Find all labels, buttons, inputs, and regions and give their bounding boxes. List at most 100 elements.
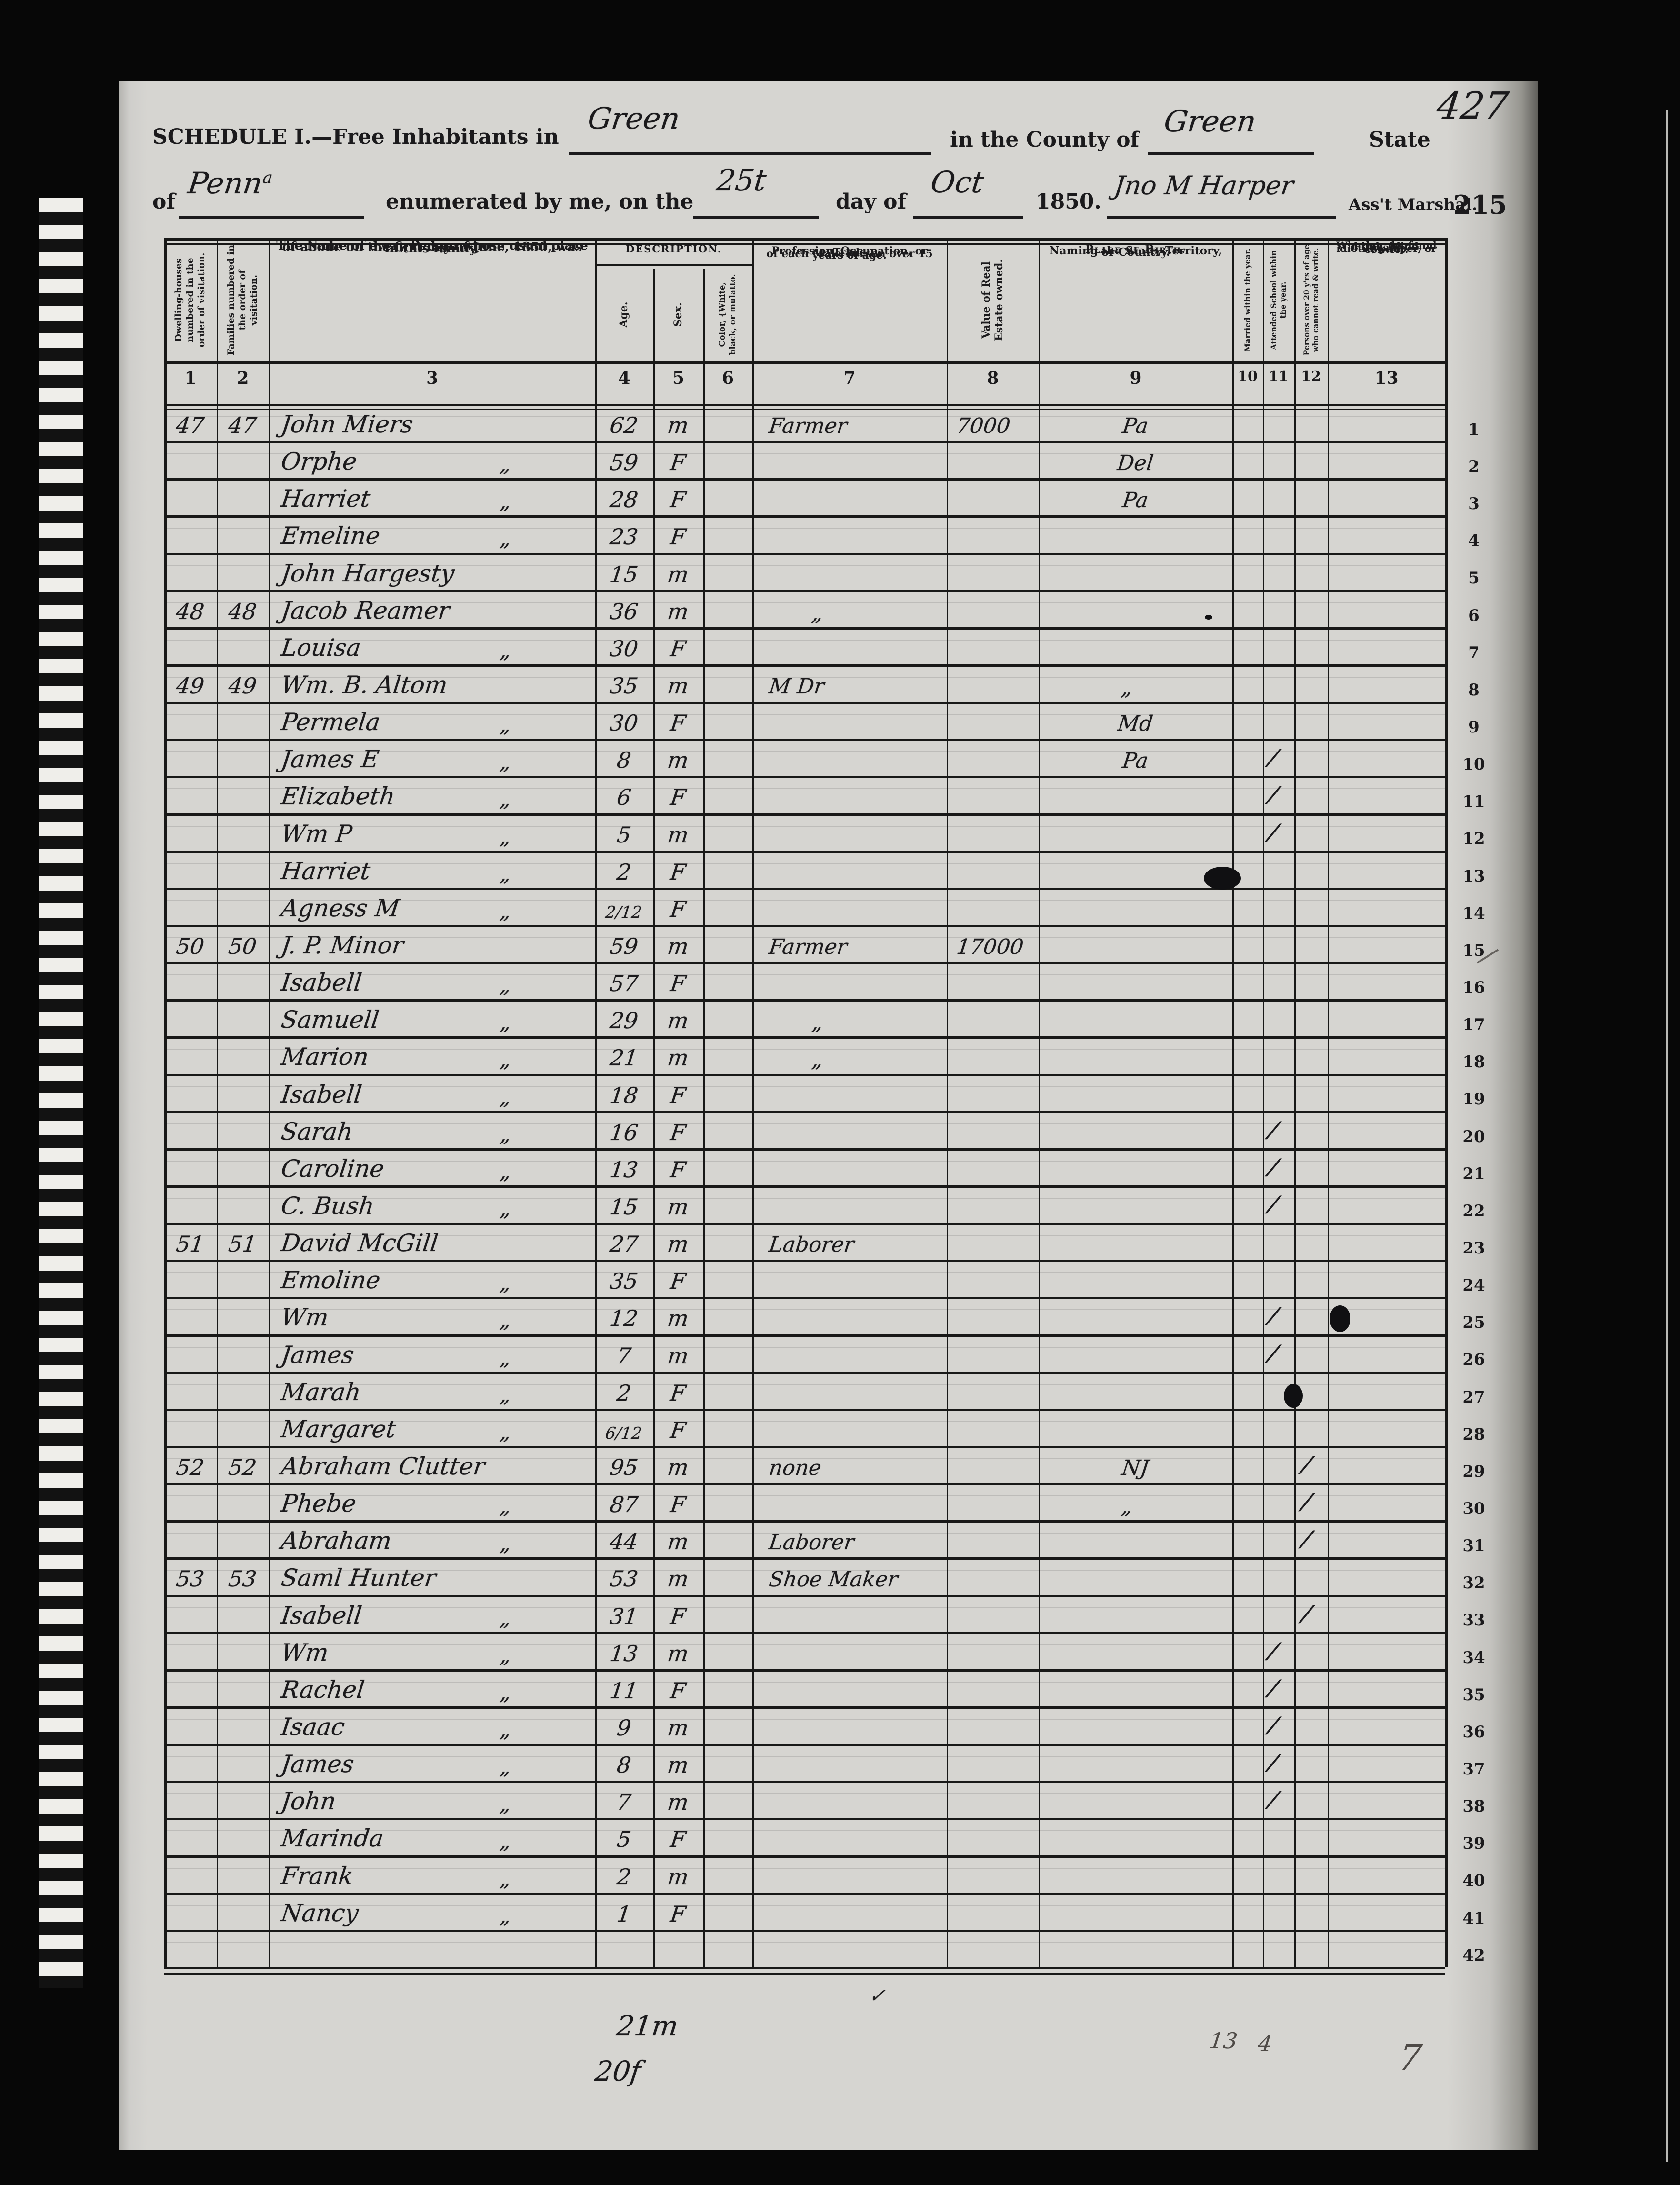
row-line bbox=[164, 1929, 1445, 1932]
row-line bbox=[164, 813, 1445, 816]
person-name: John bbox=[280, 1787, 338, 1815]
row-line bbox=[164, 1185, 1445, 1188]
age-value: 59 bbox=[608, 933, 640, 960]
age-value: 35 bbox=[608, 673, 640, 699]
margin-row-number: 7 bbox=[1468, 643, 1480, 662]
person-name: Saml Hunter bbox=[280, 1564, 438, 1592]
row-ghost-line bbox=[164, 1830, 1445, 1832]
sex-value: F bbox=[669, 1492, 688, 1518]
margin-row-number: 22 bbox=[1462, 1201, 1485, 1221]
column-line bbox=[1294, 238, 1296, 1967]
microfilm-edge-strip bbox=[39, 198, 83, 1988]
row-line bbox=[164, 1073, 1445, 1076]
row-ghost-line bbox=[164, 751, 1445, 752]
age-value: 36 bbox=[608, 598, 640, 624]
occupation-value: Laborer bbox=[768, 1233, 856, 1257]
school-tick: / bbox=[1265, 1674, 1282, 1701]
sex-value: F bbox=[669, 1677, 688, 1704]
ditto-mark: „ bbox=[810, 601, 824, 626]
margin-row-number: 34 bbox=[1462, 1648, 1485, 1667]
sex-value: F bbox=[669, 1603, 688, 1629]
sex-value: m bbox=[666, 1454, 690, 1481]
school-tick: / bbox=[1265, 1116, 1282, 1143]
age-value: 44 bbox=[608, 1529, 640, 1555]
person-name: Wm. B. Altom bbox=[280, 671, 450, 699]
column-header-9: Place of Birth. Naming the State, Territo… bbox=[1049, 243, 1222, 259]
family-number: 47 bbox=[227, 412, 258, 439]
row-line bbox=[164, 441, 1445, 444]
row-ghost-line bbox=[164, 528, 1445, 529]
row-line bbox=[164, 739, 1445, 742]
column-header-6: Color, {White, black, or mulatto. bbox=[718, 274, 738, 355]
sex-value: m bbox=[666, 1343, 690, 1369]
row-line bbox=[164, 702, 1445, 704]
row-ghost-line bbox=[164, 1346, 1445, 1348]
margin-row-number: 19 bbox=[1462, 1090, 1485, 1109]
row-line bbox=[164, 962, 1445, 965]
row-ghost-line bbox=[164, 1533, 1445, 1534]
person-name: Louisa bbox=[280, 633, 363, 662]
sex-value: F bbox=[669, 896, 688, 922]
person-name: Phebe bbox=[280, 1490, 358, 1518]
school-tick: / bbox=[1265, 1303, 1282, 1329]
marshal-signature: Jno M Harper bbox=[1112, 170, 1295, 200]
age-value: 16 bbox=[608, 1119, 640, 1145]
sex-value: m bbox=[666, 1640, 690, 1666]
margin-row-number: 23 bbox=[1462, 1238, 1485, 1258]
row-line bbox=[164, 1036, 1445, 1039]
age-value: 6/12 bbox=[604, 1423, 643, 1443]
row-line bbox=[164, 887, 1445, 890]
birthplace-value: Md bbox=[1116, 712, 1154, 736]
birthplace-value: Pa bbox=[1121, 414, 1150, 439]
ink-blot bbox=[1205, 614, 1212, 620]
sex-value: m bbox=[666, 1305, 690, 1332]
margin-row-number: 12 bbox=[1462, 829, 1485, 849]
dwelling-number: 50 bbox=[174, 933, 206, 960]
row-ghost-line bbox=[164, 416, 1445, 417]
dwelling-number: 53 bbox=[174, 1566, 206, 1592]
read-column-tally: 4 bbox=[1256, 2031, 1274, 2056]
row-line bbox=[164, 1408, 1445, 1411]
age-value: 13 bbox=[608, 1640, 640, 1666]
sex-value: m bbox=[666, 1715, 690, 1741]
age-value: 1 bbox=[615, 1901, 633, 1927]
folio-number: 427 bbox=[1434, 85, 1511, 128]
sex-value: m bbox=[666, 1864, 690, 1890]
dwelling-number: 49 bbox=[174, 673, 206, 699]
check-mark: ✓ bbox=[868, 1985, 887, 2007]
school-tick: / bbox=[1265, 1749, 1282, 1775]
age-value: 29 bbox=[608, 1008, 640, 1034]
family-number: 51 bbox=[227, 1231, 258, 1257]
sex-value: F bbox=[669, 784, 688, 811]
row-ghost-line bbox=[164, 974, 1445, 976]
row-line bbox=[164, 1334, 1445, 1337]
person-name: Abraham Clutter bbox=[280, 1453, 487, 1481]
column-number: 3 bbox=[426, 368, 439, 388]
row-line bbox=[164, 999, 1445, 1002]
blank-line bbox=[913, 216, 1023, 219]
row-ghost-line bbox=[164, 1607, 1445, 1608]
corner-pencil-tally: 7 bbox=[1396, 2037, 1424, 2078]
person-name: David McGill bbox=[280, 1229, 440, 1257]
sex-value: m bbox=[666, 598, 690, 624]
margin-row-number: 39 bbox=[1462, 1834, 1485, 1854]
sex-value: F bbox=[669, 450, 688, 476]
age-value: 18 bbox=[608, 1082, 640, 1108]
margin-row-number: 18 bbox=[1462, 1052, 1485, 1072]
person-name: Agness M bbox=[280, 894, 401, 922]
ink-blot bbox=[1204, 866, 1241, 890]
column-header-5: Sex. bbox=[671, 302, 684, 327]
county-label: in the County of bbox=[950, 128, 1140, 152]
row-ghost-line bbox=[164, 1198, 1445, 1199]
person-name: James bbox=[280, 1750, 356, 1778]
column-number: 12 bbox=[1301, 368, 1321, 385]
column-number: 9 bbox=[1130, 368, 1142, 388]
margin-row-number: 2 bbox=[1468, 457, 1480, 476]
person-name: Frank bbox=[280, 1862, 355, 1890]
row-line bbox=[164, 1632, 1445, 1634]
column-header-8: Value of Real Estate owned. bbox=[980, 259, 1006, 341]
row-ghost-line bbox=[164, 453, 1445, 455]
margin-row-number: 35 bbox=[1462, 1685, 1485, 1704]
column-header-2: Families numbered in the order of visita… bbox=[226, 244, 259, 356]
